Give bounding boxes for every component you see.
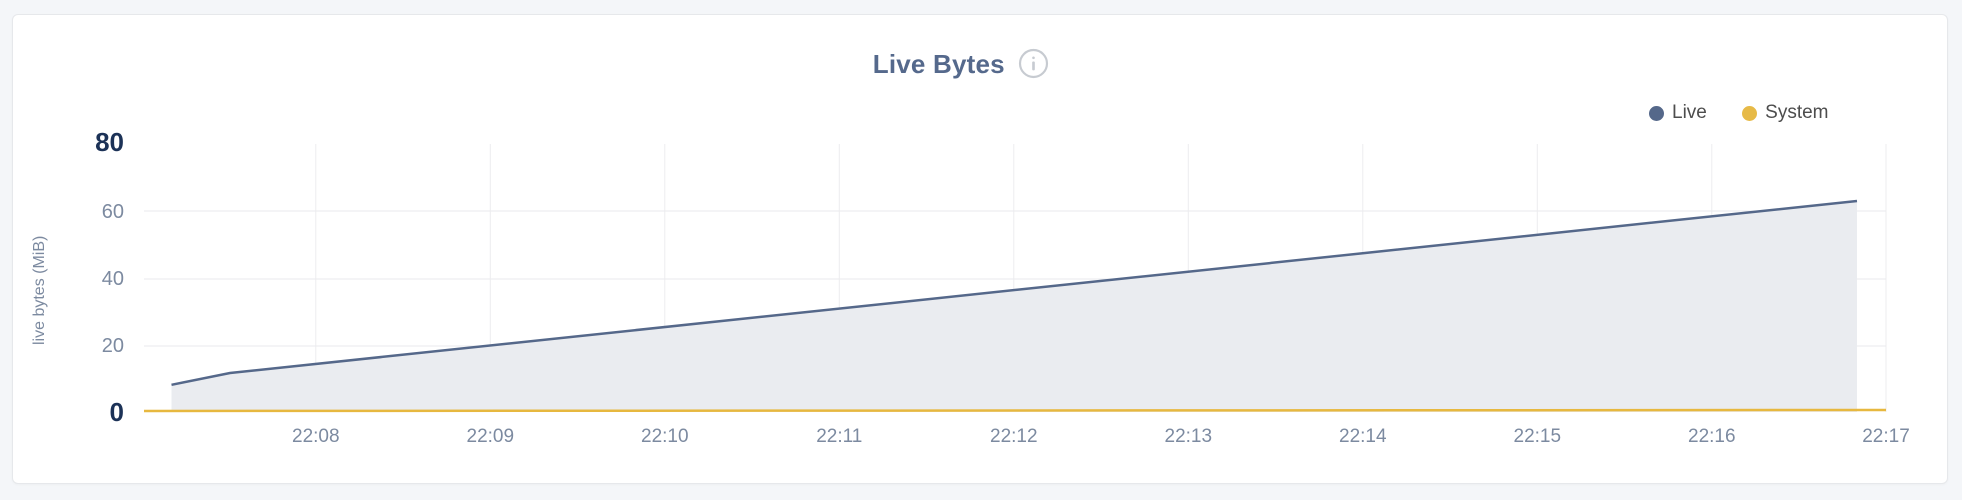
svg-text:22:17: 22:17 xyxy=(1862,426,1910,447)
svg-text:22:14: 22:14 xyxy=(1339,426,1387,447)
svg-text:22:09: 22:09 xyxy=(467,426,515,447)
svg-text:22:11: 22:11 xyxy=(816,426,862,447)
svg-text:22:13: 22:13 xyxy=(1165,426,1213,447)
svg-text:60: 60 xyxy=(102,201,124,223)
svg-text:0: 0 xyxy=(110,397,124,427)
svg-text:40: 40 xyxy=(102,268,124,290)
svg-text:20: 20 xyxy=(102,335,124,357)
svg-text:22:10: 22:10 xyxy=(641,426,689,447)
svg-text:80: 80 xyxy=(95,127,124,157)
svg-text:22:16: 22:16 xyxy=(1688,426,1736,447)
svg-text:22:08: 22:08 xyxy=(292,426,340,447)
svg-text:22:12: 22:12 xyxy=(990,426,1038,447)
svg-text:22:15: 22:15 xyxy=(1514,426,1562,447)
